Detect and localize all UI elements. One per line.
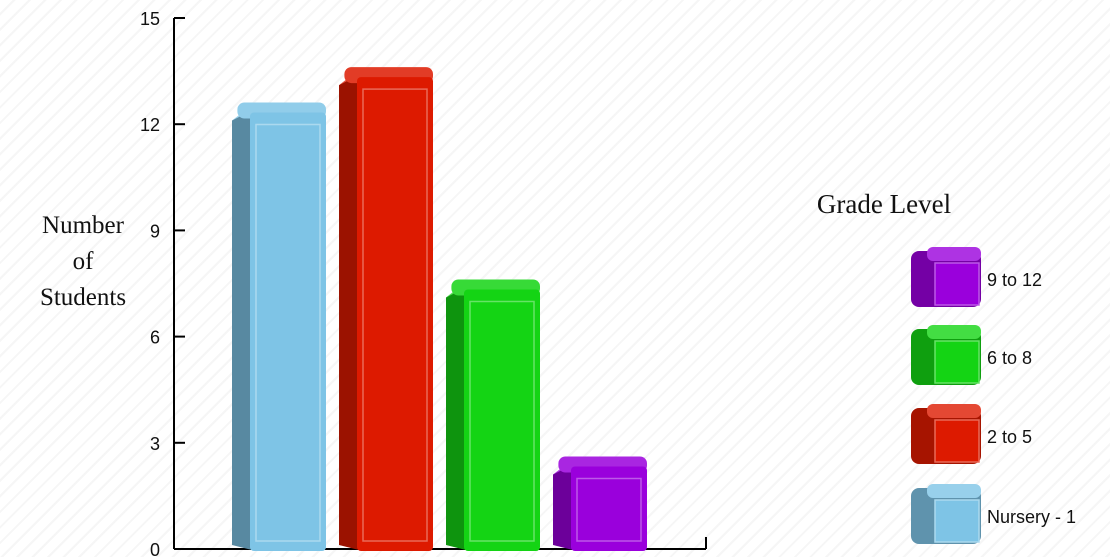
bar <box>339 67 433 551</box>
y-tick-label: 0 <box>150 540 160 557</box>
legend: 9 to 12 6 to 8 2 to 5 Nursery - 1 <box>911 247 1076 544</box>
bar-front-highlight <box>576 477 642 542</box>
bars <box>232 67 647 551</box>
legend-item: 9 to 12 <box>911 247 1042 307</box>
y-ticks: 0 3 6 9 12 15 <box>140 9 185 557</box>
y-tick-label: 3 <box>150 434 160 454</box>
legend-title: Grade Level <box>817 189 951 219</box>
legend-swatch-top <box>927 325 981 339</box>
y-tick-label: 9 <box>150 221 160 241</box>
y-axis-label-line: of <box>73 248 95 275</box>
legend-swatch-front <box>934 340 980 384</box>
y-axis-label: Number of Students <box>40 212 126 311</box>
bar <box>232 102 326 551</box>
bar-front-highlight <box>255 123 321 542</box>
y-tick-label: 6 <box>150 328 160 348</box>
bar-front-face <box>250 112 326 551</box>
bar-front-face <box>571 466 647 551</box>
legend-swatch-top <box>927 404 981 418</box>
legend-label: 6 to 8 <box>987 348 1032 368</box>
bar-front-face <box>464 289 540 551</box>
legend-swatch-front <box>934 499 980 543</box>
bar <box>553 456 647 551</box>
bar <box>446 279 540 551</box>
legend-swatch-top <box>927 484 981 498</box>
legend-item: 2 to 5 <box>911 404 1032 464</box>
y-tick-label: 15 <box>140 9 160 29</box>
bar-front-face <box>357 77 433 551</box>
legend-item: 6 to 8 <box>911 325 1032 385</box>
bar-front-highlight <box>469 300 535 542</box>
bar-front-highlight <box>362 88 428 542</box>
legend-item: Nursery - 1 <box>911 484 1076 544</box>
legend-swatch-front <box>934 262 980 306</box>
legend-swatch-top <box>927 247 981 261</box>
legend-label: Nursery - 1 <box>987 507 1076 527</box>
y-tick-label: 12 <box>140 115 160 135</box>
y-axis-label-line: Students <box>40 284 126 311</box>
y-axis-label-line: Number <box>42 212 125 239</box>
legend-swatch-front <box>934 419 980 463</box>
legend-label: 9 to 12 <box>987 270 1042 290</box>
legend-label: 2 to 5 <box>987 427 1032 447</box>
